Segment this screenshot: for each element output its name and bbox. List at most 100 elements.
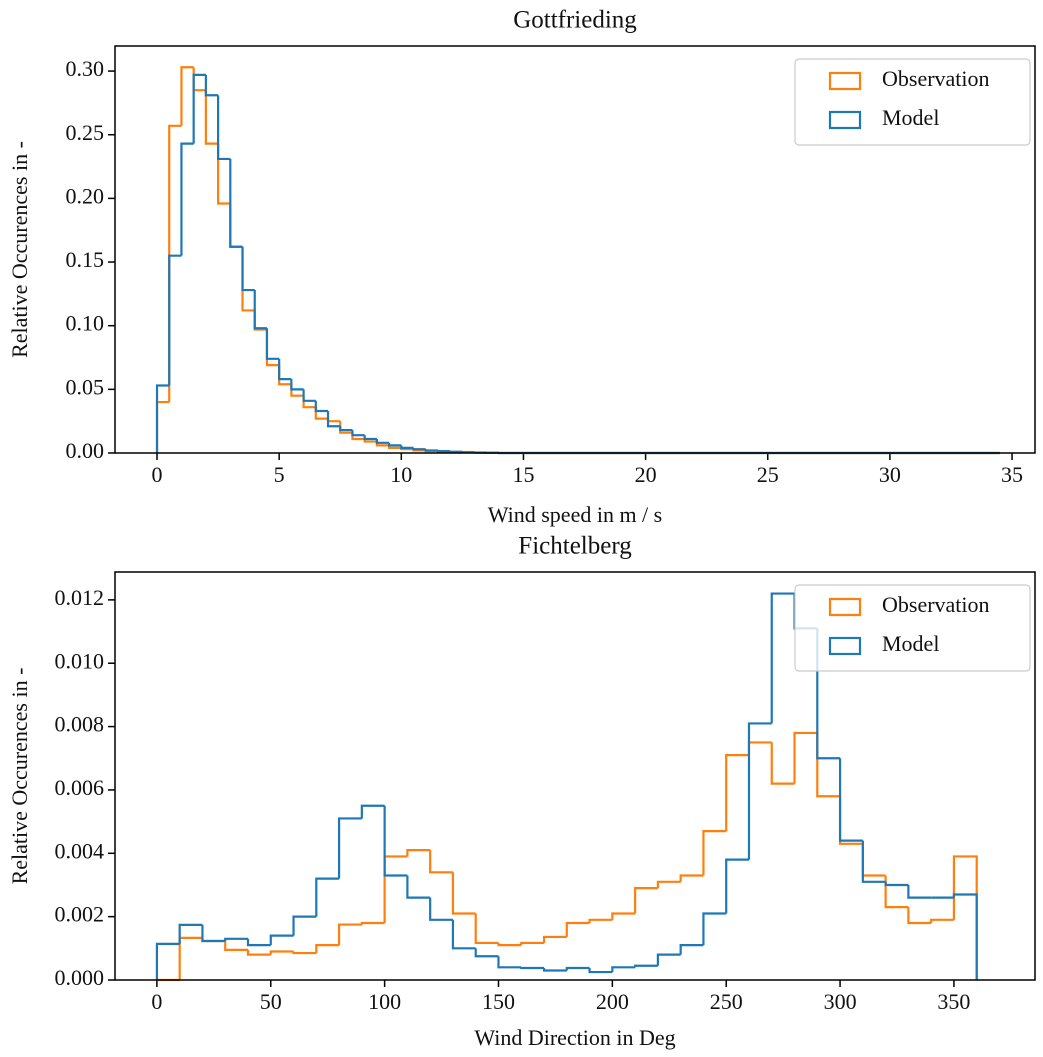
x-tick-label: 200: [596, 989, 629, 1014]
histogram-step: [634, 887, 658, 914]
histogram-step: [702, 830, 727, 876]
histogram-step: [429, 897, 453, 921]
y-tick-label: 0.25: [66, 120, 105, 145]
histogram-step: [907, 884, 932, 899]
histogram-step: [314, 407, 329, 420]
chart-title: Gottfrieding: [513, 7, 637, 34]
histogram-step: [406, 849, 431, 857]
y-tick-label: 0.00: [66, 438, 105, 463]
histogram-step: [884, 875, 909, 909]
chart-title: Fichtelberg: [518, 533, 632, 560]
y-tick-label: 0.004: [55, 838, 105, 863]
histogram-step: [216, 95, 231, 161]
histogram-step: [178, 923, 203, 944]
x-tick-label: 300: [824, 989, 857, 1014]
subplot: Fichtelberg Wind Direction in Deg Relative…: [7, 533, 1036, 1050]
y-tick-label: 0.000: [55, 965, 105, 990]
histogram-step: [337, 817, 362, 879]
legend-swatch: [828, 71, 862, 91]
histogram-step: [861, 843, 886, 877]
histogram-step: [436, 449, 451, 453]
legend-box: [794, 58, 1031, 146]
x-axis-label: Wind Direction in Deg: [474, 1025, 675, 1050]
histogram-step: [339, 421, 353, 434]
histogram-step: [168, 254, 182, 386]
histogram-step: [383, 855, 408, 923]
y-tick-label: 0.008: [55, 712, 105, 737]
x-tick-label: 10: [390, 462, 412, 487]
x-tick-label: 150: [482, 989, 515, 1014]
histogram-step: [229, 203, 243, 248]
x-tick-label: 100: [368, 989, 401, 1014]
legend-swatch: [828, 110, 862, 130]
histogram-step: [375, 438, 390, 444]
y-tick-label: 0.20: [66, 183, 105, 208]
histogram-step: [884, 881, 909, 887]
histogram-step: [241, 246, 255, 292]
histogram-step: [351, 430, 365, 437]
histogram-step: [339, 426, 353, 432]
histogram-step: [747, 741, 772, 756]
histogram-step: [656, 880, 681, 889]
legend: Observation Model: [794, 584, 1031, 672]
histogram-step: [451, 919, 476, 950]
legend-label: Observation: [882, 592, 990, 617]
histogram-step: [278, 358, 292, 381]
histogram-step: [253, 290, 267, 330]
histogram-step: [542, 935, 567, 943]
histogram-step: [155, 942, 180, 980]
histogram-step: [201, 924, 226, 943]
histogram-step: [278, 365, 292, 386]
x-tick-label: 30: [879, 462, 901, 487]
histogram-step: [520, 966, 545, 970]
legend-label: Model: [882, 631, 939, 656]
histogram-step: [838, 796, 863, 845]
histogram-step: [611, 912, 636, 920]
histogram-step: [747, 722, 772, 860]
histogram-step: [302, 389, 316, 402]
histogram-step: [497, 956, 522, 969]
histogram-step: [314, 400, 329, 413]
x-tick-label: 350: [937, 989, 970, 1014]
histogram-step: [930, 918, 954, 923]
y-tick-label: 0.05: [66, 374, 105, 399]
histogram-step: [838, 758, 863, 842]
y-tick-label: 0.15: [66, 247, 105, 272]
x-tick-label: 25: [757, 462, 779, 487]
histogram-step: [224, 941, 248, 952]
histogram-step: [315, 944, 340, 954]
histogram-step: [290, 379, 304, 391]
legend-swatch: [828, 636, 862, 656]
y-tick-label: 0.010: [55, 648, 105, 673]
histogram-step: [429, 850, 453, 874]
histogram-step: [656, 953, 681, 966]
legend-swatch: [828, 597, 862, 617]
histogram-step: [520, 941, 545, 946]
histogram-step: [816, 732, 841, 798]
legend-box: [794, 584, 1031, 672]
histogram-step: [192, 73, 206, 144]
legend-label: Model: [882, 105, 939, 130]
x-axis-label: Wind speed in m / s: [488, 502, 663, 527]
x-tick-label: 0: [152, 462, 163, 487]
histogram-step: [192, 67, 206, 92]
histogram-step: [611, 966, 636, 973]
histogram-step: [451, 872, 476, 915]
histogram-step: [229, 158, 243, 248]
histogram-step: [363, 435, 377, 441]
histogram-step: [565, 966, 590, 971]
histogram-step: [406, 875, 431, 899]
histogram-step: [269, 950, 294, 955]
histogram-step: [412, 447, 426, 451]
histogram-step: [155, 400, 170, 453]
y-tick-label: 0.002: [55, 902, 105, 927]
histogram-step: [725, 753, 749, 832]
histogram-step: [246, 949, 271, 956]
histogram-step: [204, 74, 219, 97]
histogram-step: [702, 912, 727, 946]
histogram-step: [326, 418, 341, 423]
histogram-step: [542, 967, 567, 972]
histogram-step: [180, 142, 194, 256]
histogram-step: [588, 918, 613, 923]
